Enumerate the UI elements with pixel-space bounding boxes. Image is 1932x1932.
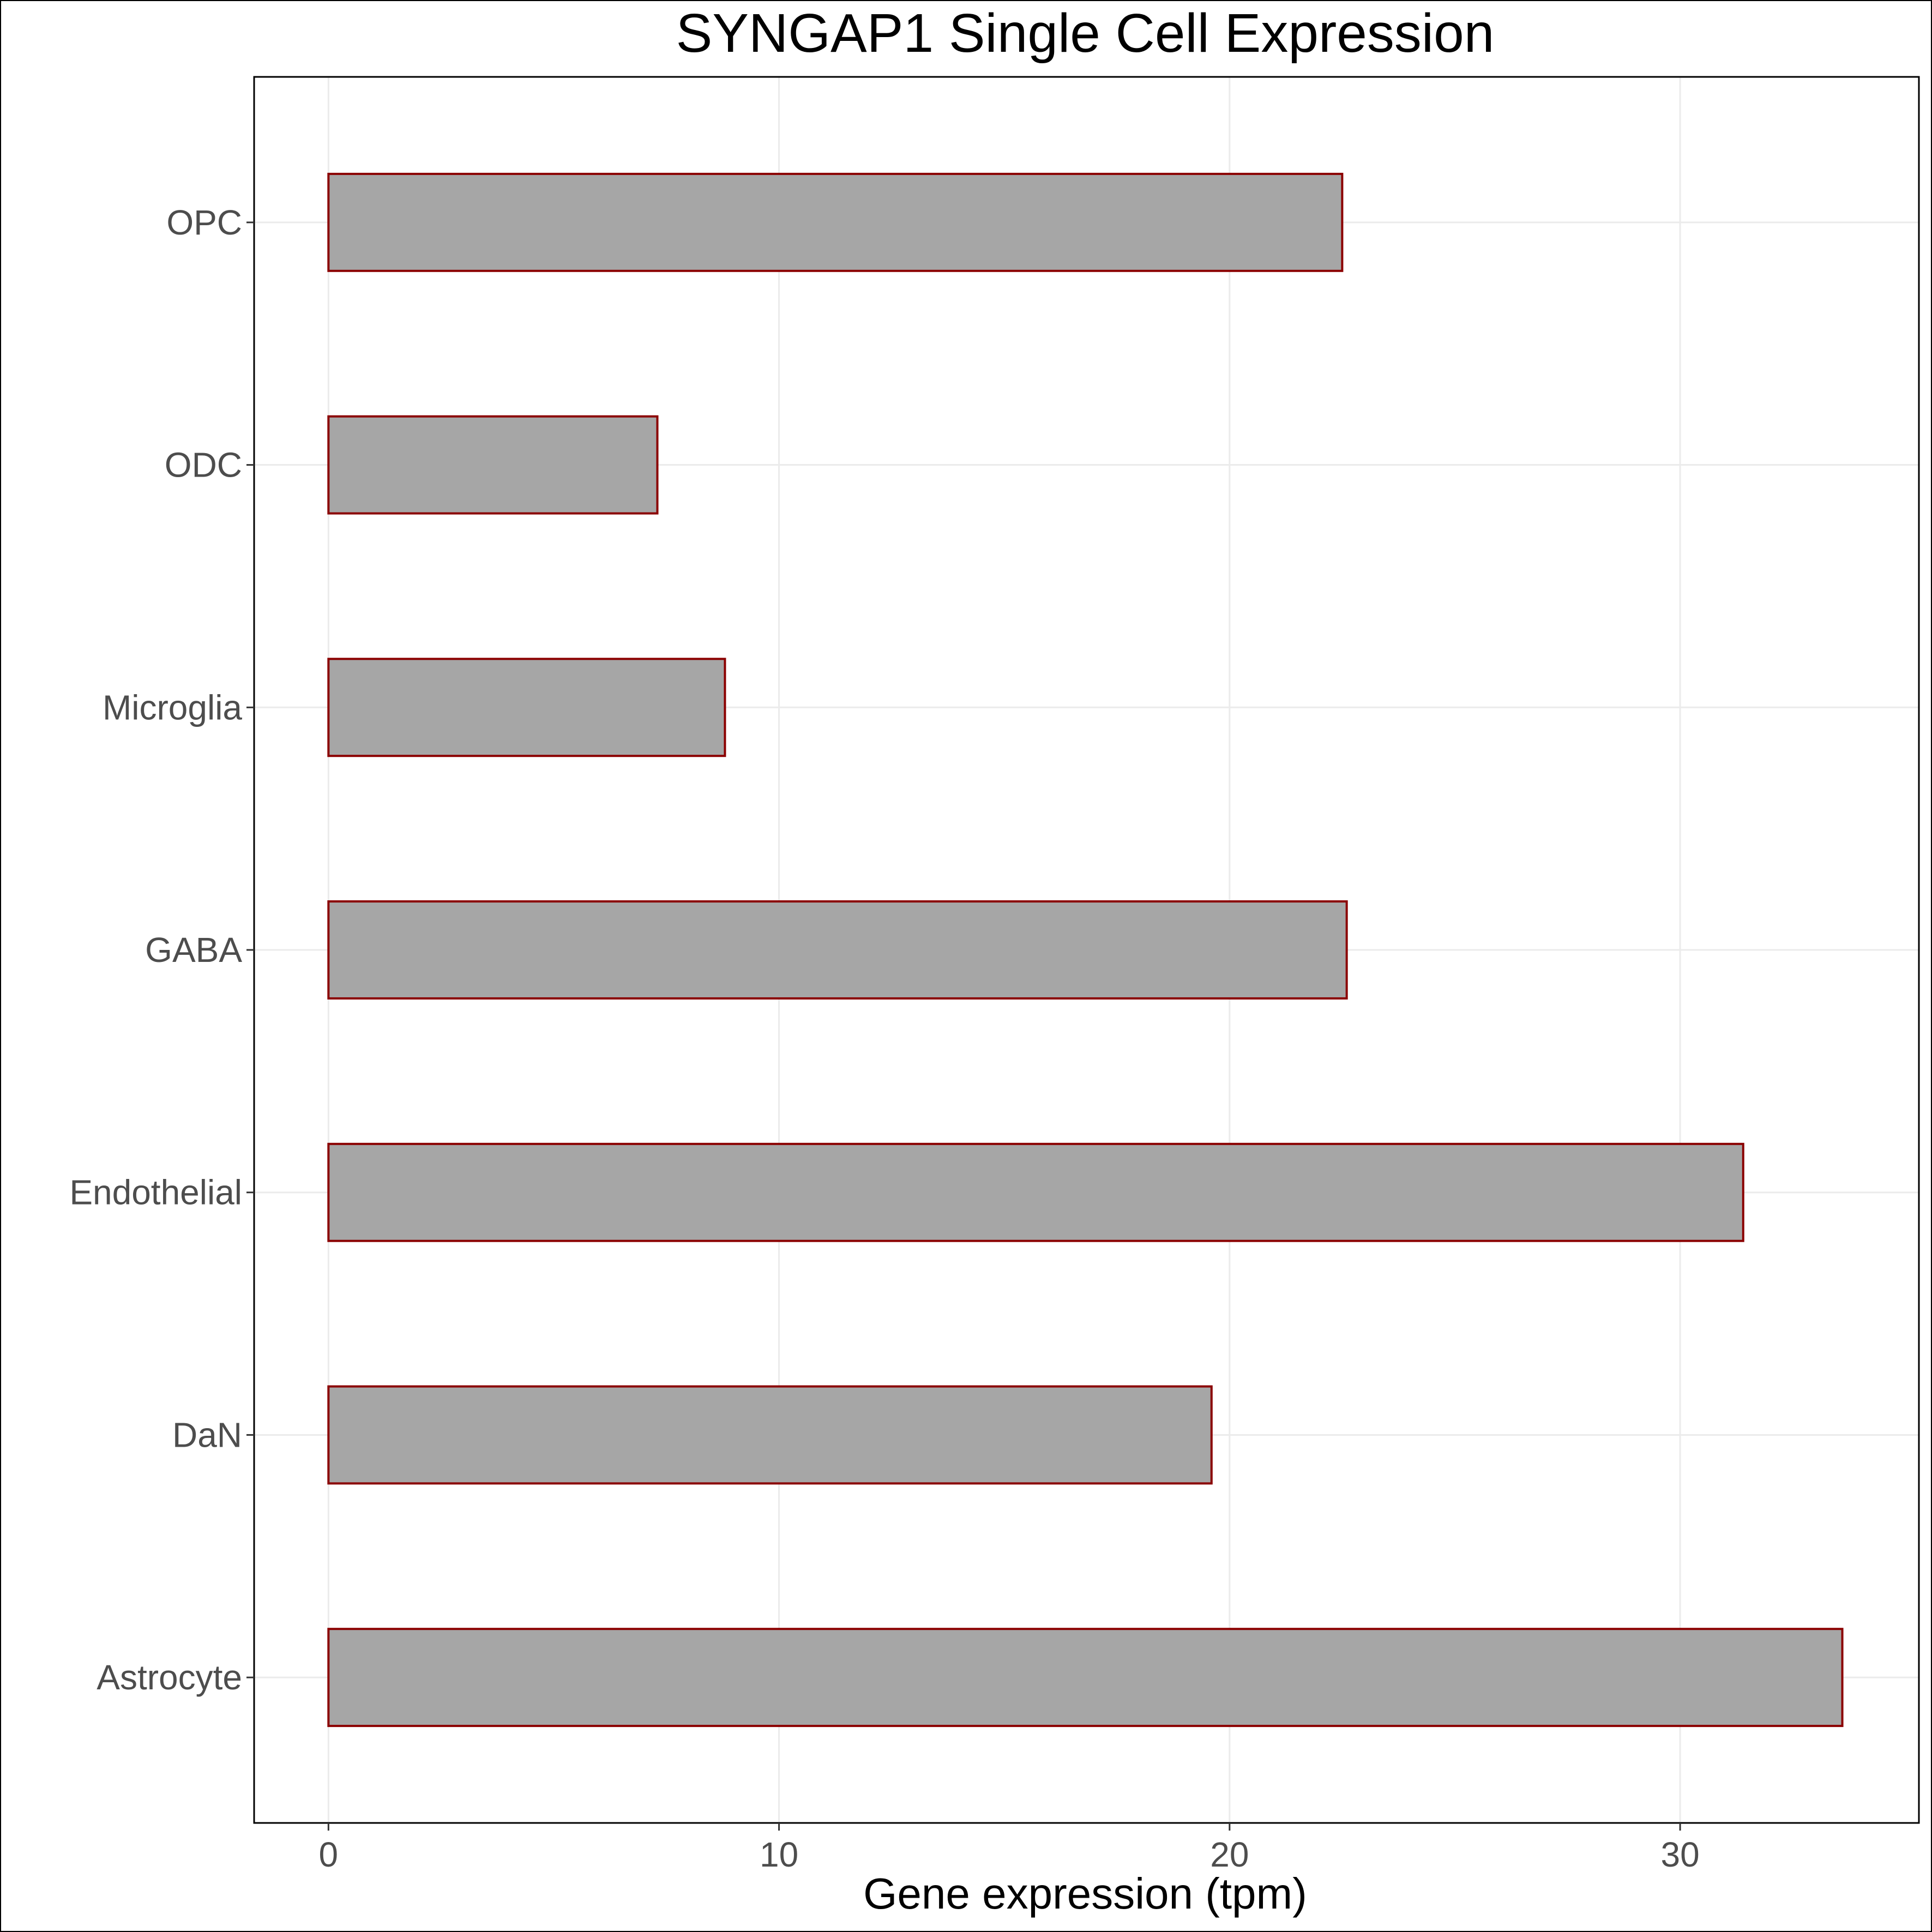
y-tick-label: ODC [165,446,242,485]
y-tick-label: Microglia [103,688,242,727]
y-tick-label: Astrocyte [97,1658,242,1697]
bar-gaba [327,900,1348,1000]
x-tick-label: 0 [319,1835,339,1874]
x-tick-labels: 0 10 20 30 [319,1823,1700,1874]
bar-microglia [327,658,726,757]
x-axis-label: Gene expression (tpm) [863,1869,1307,1918]
x-tick-label: 30 [1660,1835,1699,1874]
bar-endothelial [327,1142,1744,1242]
y-tick-label: DaN [172,1415,242,1454]
bars [327,172,1844,1728]
bar-odc [327,415,659,515]
y-tick-labels: Astrocyte DaN Endothelial GABA Microglia ODC O… [69,203,254,1697]
bar-opc [327,172,1344,272]
bar-astrocyte [327,1628,1844,1728]
x-tick-label: 20 [1210,1835,1249,1874]
bar-dan [327,1385,1213,1485]
x-tick-label: 10 [760,1835,798,1874]
y-tick-label: GABA [145,930,242,970]
y-tick-label: OPC [166,203,242,242]
y-tick-label: Endothelial [69,1173,242,1212]
chart-title: SYNGAP1 Single Cell Expression [676,3,1495,64]
